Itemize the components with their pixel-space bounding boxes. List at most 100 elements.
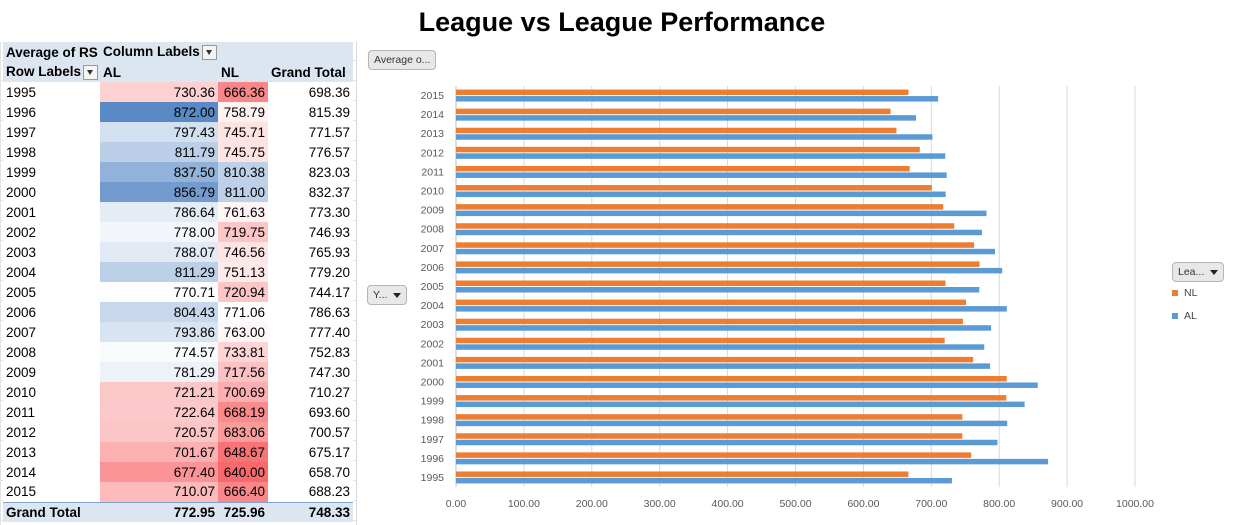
pivot-cell-al[interactable]: 797.43 [100, 122, 218, 142]
pivot-cell-nl[interactable]: 763.00 [218, 322, 268, 342]
pivot-cell-al[interactable]: 730.36 [100, 82, 218, 102]
pivot-cell-al[interactable]: 811.79 [100, 142, 218, 162]
pivot-cell-nl[interactable]: 745.71 [218, 122, 268, 142]
column-header-grand-total[interactable]: Grand Total [268, 62, 353, 82]
grand-total-nl[interactable]: 725.96 [218, 501, 268, 522]
pivot-cell-al[interactable]: 811.29 [100, 262, 218, 282]
pivot-cell-al[interactable]: 856.79 [100, 182, 218, 202]
column-labels-filter-dropdown-icon[interactable] [201, 44, 217, 60]
row-labels-filter-dropdown-icon[interactable] [83, 64, 99, 80]
column-header-nl[interactable]: NL [218, 62, 268, 82]
pivot-cell-grand-total[interactable]: 700.57 [308, 424, 350, 440]
pivot-cell-nl[interactable]: 751.13 [218, 262, 268, 282]
pivot-row-label[interactable]: 2015 [6, 484, 37, 500]
pivot-cell-al[interactable]: 786.64 [100, 202, 218, 222]
pivot-cell-al[interactable]: 677.40 [100, 462, 218, 482]
pivot-cell-al[interactable]: 793.86 [100, 322, 218, 342]
pivot-cell-al[interactable]: 721.21 [100, 382, 218, 402]
pivot-cell-nl[interactable]: 648.67 [218, 442, 268, 462]
pivot-cell-al[interactable]: 837.50 [100, 162, 218, 182]
pivot-cell-grand-total[interactable]: 779.20 [308, 264, 350, 280]
grand-total-overall[interactable]: 748.33 [268, 501, 353, 522]
pivot-cell-grand-total[interactable]: 815.39 [308, 104, 350, 120]
bar-al [456, 477, 952, 484]
pivot-cell-grand-total[interactable]: 776.57 [308, 144, 350, 160]
pivot-cell-al[interactable]: 722.64 [100, 402, 218, 422]
pivot-cell-al[interactable]: 788.07 [100, 242, 218, 262]
pivot-row-label[interactable]: 2009 [6, 364, 37, 380]
pivot-cell-al[interactable]: 804.43 [100, 302, 218, 322]
pivot-cell-grand-total[interactable]: 698.36 [308, 84, 350, 100]
pivot-row-label[interactable]: 2005 [6, 284, 37, 300]
pivot-cell-grand-total[interactable]: 752.83 [308, 344, 350, 360]
pivot-cell-grand-total[interactable]: 786.63 [308, 304, 350, 320]
pivot-row-label[interactable]: 2008 [6, 344, 37, 360]
pivot-cell-nl[interactable]: 746.56 [218, 242, 268, 262]
pivot-cell-nl[interactable]: 719.75 [218, 222, 268, 242]
axis-field-button[interactable]: Y... [367, 285, 408, 305]
pivot-cell-nl[interactable]: 683.06 [218, 422, 268, 442]
legend-dropdown-icon [1210, 269, 1219, 275]
pivot-row-label[interactable]: 1996 [6, 104, 37, 120]
pivot-cell-al[interactable]: 720.57 [100, 422, 218, 442]
pivot-row-label[interactable]: 2013 [6, 444, 37, 460]
pivot-cell-nl[interactable]: 666.36 [218, 82, 268, 102]
pivot-cell-nl[interactable]: 745.75 [218, 142, 268, 162]
pivot-cell-nl[interactable]: 640.00 [218, 462, 268, 482]
pivot-cell-grand-total[interactable]: 675.17 [308, 444, 350, 460]
pivot-cell-al[interactable]: 770.71 [100, 282, 218, 302]
pivot-row-label[interactable]: 2012 [6, 424, 37, 440]
chart-area[interactable]: 0.00 100.00 200.00 300.00 400.00 500.00 600.00… [356, 42, 1244, 525]
pivot-row-label[interactable]: 2002 [6, 224, 37, 240]
pivot-cell-al[interactable]: 774.57 [100, 342, 218, 362]
pivot-cell-nl[interactable]: 761.63 [218, 202, 268, 222]
grand-total-al[interactable]: 772.95 [100, 501, 218, 522]
pivot-row-label[interactable]: 1998 [6, 144, 37, 160]
pivot-cell-nl[interactable]: 733.81 [218, 342, 268, 362]
pivot-cell-nl[interactable]: 811.00 [218, 182, 268, 202]
pivot-cell-nl[interactable]: 771.06 [218, 302, 268, 322]
values-field-label[interactable]: Average of RS [3, 42, 100, 62]
pivot-row-label[interactable]: 2014 [6, 464, 37, 480]
pivot-cell-grand-total[interactable]: 747.30 [308, 364, 350, 380]
pivot-cell-al[interactable]: 781.29 [100, 362, 218, 382]
pivot-row-label[interactable]: 1995 [6, 84, 37, 100]
pivot-row-label[interactable]: 2011 [6, 404, 36, 420]
pivot-cell-grand-total[interactable]: 773.30 [308, 204, 350, 220]
pivot-cell-grand-total[interactable]: 744.17 [308, 284, 350, 300]
pivot-cell-grand-total[interactable]: 777.40 [308, 324, 350, 340]
values-field-button[interactable]: Average o... [368, 50, 437, 70]
pivot-row-label[interactable]: 2000 [6, 184, 37, 200]
grand-total-label[interactable]: Grand Total [3, 501, 100, 522]
pivot-cell-grand-total[interactable]: 832.37 [308, 184, 350, 200]
pivot-row-label[interactable]: 1999 [6, 164, 37, 180]
pivot-row-label[interactable]: 2004 [6, 264, 37, 280]
column-header-al[interactable]: AL [100, 62, 218, 82]
pivot-cell-nl[interactable]: 758.79 [218, 102, 268, 122]
pivot-cell-grand-total[interactable]: 746.93 [308, 224, 350, 240]
pivot-cell-al[interactable]: 710.07 [100, 482, 218, 502]
pivot-cell-nl[interactable]: 700.69 [218, 382, 268, 402]
pivot-row-label[interactable]: 2010 [6, 384, 37, 400]
pivot-cell-grand-total[interactable]: 688.23 [308, 484, 350, 500]
pivot-cell-nl[interactable]: 666.40 [218, 482, 268, 502]
pivot-cell-grand-total[interactable]: 823.03 [308, 164, 350, 180]
pivot-cell-grand-total[interactable]: 710.27 [308, 384, 350, 400]
pivot-cell-al[interactable]: 701.67 [100, 442, 218, 462]
pivot-row-label[interactable]: 2003 [6, 244, 37, 260]
pivot-cell-grand-total[interactable]: 658.70 [308, 464, 350, 480]
legend-field-button[interactable]: Lea... [1172, 262, 1225, 282]
pivot-cell-grand-total[interactable]: 771.57 [308, 124, 350, 140]
pivot-row-label[interactable]: 2001 [6, 204, 37, 220]
pivot-cell-nl[interactable]: 717.56 [218, 362, 268, 382]
pivot-row-label[interactable]: 2006 [6, 304, 37, 320]
pivot-cell-nl[interactable]: 668.19 [218, 402, 268, 422]
pivot-row-label[interactable]: 2007 [6, 324, 37, 340]
pivot-cell-grand-total[interactable]: 765.93 [308, 244, 350, 260]
pivot-cell-al[interactable]: 778.00 [100, 222, 218, 242]
pivot-cell-grand-total[interactable]: 693.60 [308, 404, 350, 420]
pivot-cell-al[interactable]: 872.00 [100, 102, 218, 122]
pivot-cell-nl[interactable]: 720.94 [218, 282, 268, 302]
pivot-cell-nl[interactable]: 810.38 [218, 162, 268, 182]
pivot-row-label[interactable]: 1997 [6, 124, 37, 140]
